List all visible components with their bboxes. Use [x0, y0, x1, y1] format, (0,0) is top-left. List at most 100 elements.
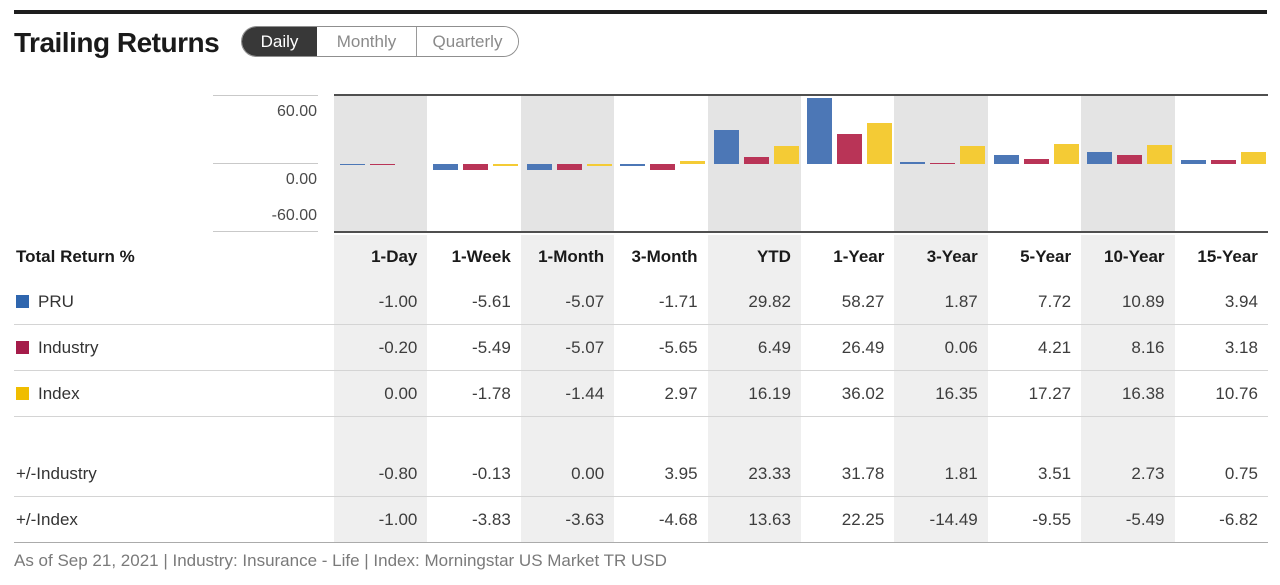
- table-row-pru: PRU -1.00 -5.61 -5.07 -1.71 29.82 58.27 1.87 7.7…: [14, 279, 1268, 325]
- cell-industry-1-day: -0.80: [334, 451, 428, 496]
- cell-industry-3-year: 1.81: [894, 451, 988, 496]
- cell-industry-3-year: 0.06: [894, 325, 988, 370]
- bar-industry-1-week: [463, 164, 489, 171]
- table-row-industry: +/-Industry -0.80 -0.13 0.00 3.95 23.33 31.78 1…: [14, 451, 1268, 497]
- cell-index-1-week: -1.78: [472, 383, 511, 403]
- cell-spacer-3-month: [614, 417, 707, 451]
- legend-swatch-pru: [16, 295, 29, 308]
- cell-index-1-month: -1.44: [520, 371, 615, 416]
- bar-index-ytd: [773, 145, 799, 164]
- column-header-3-month: 3-Month: [631, 247, 698, 266]
- column-header-ytd: YTD: [707, 235, 801, 279]
- top-rule: [14, 10, 1267, 14]
- bar-pru-1-week: [433, 164, 459, 171]
- cell-index-10-year: 16.38: [1081, 371, 1175, 416]
- cell-spacer-ytd: [707, 417, 801, 451]
- chart-column-5-year: [988, 96, 1081, 231]
- y-axis-label-0: 0.00: [285, 171, 317, 188]
- cell-industry-3-month: 3.95: [664, 463, 698, 483]
- bar-industry-ytd: [743, 156, 769, 164]
- table-row-industry: Industry -0.20 -5.49 -5.07 -5.65 6.49 26.49 0.0…: [14, 325, 1268, 371]
- chart-column-1-day: [334, 96, 428, 231]
- cell-index-ytd: 16.19: [707, 371, 801, 416]
- cell-index-1-year: 36.02: [841, 383, 885, 403]
- cell-index-5-year: 17.27: [1028, 383, 1072, 403]
- bar-industry-15-year: [1210, 160, 1236, 164]
- bar-pru-ytd: [713, 130, 739, 164]
- cell-pru-1-week: -5.61: [472, 291, 511, 311]
- bar-pru-10-year: [1087, 151, 1113, 164]
- cell-spacer-15-year: [1175, 417, 1268, 451]
- legend-swatch-industry: [16, 341, 29, 354]
- chart-column-10-year: [1081, 96, 1175, 231]
- cell-index-15-year: -6.82: [1219, 509, 1258, 529]
- cell-index-1-day: -1.00: [334, 497, 428, 542]
- table-header-row: Total Return % 1-Day 1-Week 1-Month 3-Month Y…: [14, 235, 1268, 279]
- y-axis-label-60: 60.00: [276, 103, 317, 120]
- cell-index-1-day: 0.00: [334, 371, 428, 416]
- row-label-industry: +/-Industry: [14, 464, 334, 484]
- bar-pru-1-day: [340, 164, 365, 166]
- bar-index-3-month: [680, 160, 706, 164]
- bar-industry-1-month: [556, 164, 582, 170]
- cell-industry-1-month: 0.00: [520, 451, 615, 496]
- cell-index-3-year: -14.49: [894, 497, 988, 542]
- cell-spacer-10-year: [1081, 417, 1175, 451]
- legend-swatch-index: [16, 387, 29, 400]
- column-header-1-year: 1-Year: [833, 247, 885, 266]
- column-header-1-day: 1-Day: [334, 235, 428, 279]
- cell-pru-5-year: 7.72: [1038, 291, 1072, 311]
- bar-pru-5-year: [993, 155, 1019, 164]
- cell-pru-1-year: 58.27: [841, 291, 885, 311]
- cell-index-10-year: -5.49: [1081, 497, 1175, 542]
- bar-index-1-year: [867, 123, 893, 164]
- bar-pru-1-month: [526, 164, 552, 170]
- row-label-industry: Industry: [14, 338, 334, 358]
- cell-industry-1-week: -5.49: [472, 337, 511, 357]
- tab-quarterly[interactable]: Quarterly: [416, 27, 518, 56]
- bar-industry-10-year: [1117, 154, 1143, 164]
- cell-industry-15-year: 3.18: [1224, 337, 1258, 357]
- chart-column-1-week: [427, 96, 520, 231]
- returns-table: Total Return % 1-Day 1-Week 1-Month 3-Month Y…: [14, 235, 1268, 543]
- column-header-5-year: 5-Year: [1020, 247, 1072, 266]
- column-header-3-year: 3-Year: [894, 235, 988, 279]
- cell-spacer-5-year: [988, 417, 1081, 451]
- chart-column-3-year: [894, 96, 988, 231]
- table-row-index: Index 0.00 -1.78 -1.44 2.97 16.19 36.02 16.35 17…: [14, 371, 1268, 417]
- chart-column-15-year: [1175, 96, 1268, 231]
- bar-index-1-month: [586, 164, 612, 166]
- row-label-text: PRU: [38, 291, 74, 311]
- footnote: As of Sep 21, 2021 | Industry: Insurance…: [14, 551, 667, 570]
- cell-spacer-1-year: [801, 417, 894, 451]
- chart-column-1-year: [801, 96, 894, 231]
- bar-index-10-year: [1147, 145, 1173, 164]
- column-header-1-month: 1-Month: [520, 235, 615, 279]
- bar-industry-3-month: [650, 164, 676, 171]
- row-label-pru: PRU: [14, 292, 334, 312]
- bar-industry-1-day: [370, 164, 395, 165]
- bar-index-15-year: [1240, 151, 1266, 164]
- column-header-10-year: 10-Year: [1081, 235, 1175, 279]
- y-axis-label-neg60: -60.00: [271, 207, 317, 224]
- gridline-0: [213, 163, 318, 164]
- cell-industry-ytd: 6.49: [707, 325, 801, 370]
- bar-pru-15-year: [1180, 159, 1206, 164]
- cell-pru-3-month: -1.71: [658, 291, 698, 311]
- cell-index-1-year: 22.25: [841, 509, 885, 529]
- cell-industry-5-year: 4.21: [1038, 337, 1072, 357]
- tab-monthly[interactable]: Monthly: [317, 27, 416, 56]
- row-label-text: Industry: [38, 337, 99, 357]
- chart-column-3-month: [614, 96, 707, 231]
- cell-industry-1-month: -5.07: [520, 325, 615, 370]
- trailing-returns-chart: [334, 94, 1268, 233]
- bar-index-3-year: [960, 145, 986, 164]
- cell-industry-ytd: 23.33: [707, 451, 801, 496]
- cell-pru-1-month: -5.07: [520, 279, 615, 324]
- tab-daily[interactable]: Daily: [242, 27, 317, 56]
- bar-industry-3-year: [930, 163, 956, 164]
- cell-index-5-year: -9.55: [1032, 509, 1072, 529]
- cell-spacer-1-month: [520, 417, 615, 451]
- cell-industry-15-year: 0.75: [1224, 463, 1258, 483]
- column-header-15-year: 15-Year: [1197, 247, 1258, 266]
